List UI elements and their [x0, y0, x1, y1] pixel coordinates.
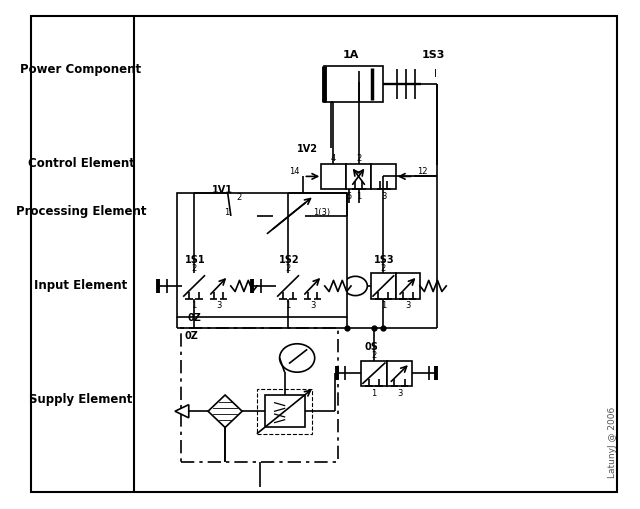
Bar	[181, 328, 338, 462]
Text: 3: 3	[405, 301, 410, 309]
Circle shape	[280, 344, 315, 373]
Bar	[321, 164, 346, 190]
Bar	[346, 164, 371, 190]
Text: 3: 3	[381, 192, 387, 201]
Bar	[177, 194, 348, 318]
Text: Input Element: Input Element	[35, 278, 127, 291]
Bar	[276, 274, 300, 299]
Polygon shape	[208, 395, 242, 428]
Bar	[387, 361, 412, 386]
Text: Processing Element: Processing Element	[16, 205, 147, 218]
Text: 4: 4	[331, 154, 336, 163]
Text: 1(3): 1(3)	[313, 208, 330, 216]
Bar	[257, 389, 312, 434]
Text: Control Element: Control Element	[28, 157, 134, 170]
Text: 14: 14	[289, 166, 300, 176]
Text: 2: 2	[371, 350, 376, 359]
Circle shape	[344, 277, 367, 296]
Text: 3: 3	[216, 301, 221, 309]
Bar	[361, 361, 387, 386]
Text: Power Component: Power Component	[20, 63, 141, 76]
Text: LatunyJ @ 2006: LatunyJ @ 2006	[608, 406, 617, 477]
Bar	[371, 274, 396, 299]
Bar	[182, 274, 206, 299]
Text: 1V1: 1V1	[212, 184, 233, 194]
Text: 1: 1	[225, 208, 230, 216]
Bar	[206, 274, 231, 299]
Text: 1A: 1A	[342, 50, 358, 60]
Text: 0Z: 0Z	[184, 330, 198, 341]
Text: 1V2: 1V2	[297, 143, 318, 153]
Bar	[273, 204, 305, 230]
Polygon shape	[175, 405, 189, 418]
Bar	[264, 395, 305, 428]
Text: I: I	[434, 69, 437, 79]
Text: 12: 12	[417, 166, 428, 176]
Text: 1: 1	[371, 388, 376, 397]
Text: 0S: 0S	[364, 342, 378, 352]
Text: 2: 2	[381, 263, 386, 272]
Text: Supply Element: Supply Element	[29, 392, 132, 405]
Bar	[396, 274, 420, 299]
Text: 5: 5	[346, 192, 351, 201]
Text: 1S3: 1S3	[422, 50, 445, 60]
Text: 3: 3	[310, 301, 315, 309]
Text: 1: 1	[381, 301, 386, 309]
Text: 0Z: 0Z	[188, 313, 202, 323]
Bar	[371, 164, 396, 190]
Text: 2: 2	[285, 263, 291, 272]
Text: 3: 3	[397, 388, 403, 397]
Bar	[300, 274, 324, 299]
Text: 1S2: 1S2	[279, 254, 300, 265]
Text: 1S3: 1S3	[374, 254, 395, 265]
Text: 1: 1	[356, 192, 361, 201]
Text: 2: 2	[191, 263, 196, 272]
Polygon shape	[231, 204, 257, 230]
Text: 1S1: 1S1	[185, 254, 205, 265]
Bar	[324, 67, 383, 103]
Text: 2: 2	[356, 154, 361, 163]
Text: 2: 2	[236, 192, 242, 202]
Text: 1: 1	[191, 301, 196, 309]
Text: 1: 1	[285, 301, 291, 309]
